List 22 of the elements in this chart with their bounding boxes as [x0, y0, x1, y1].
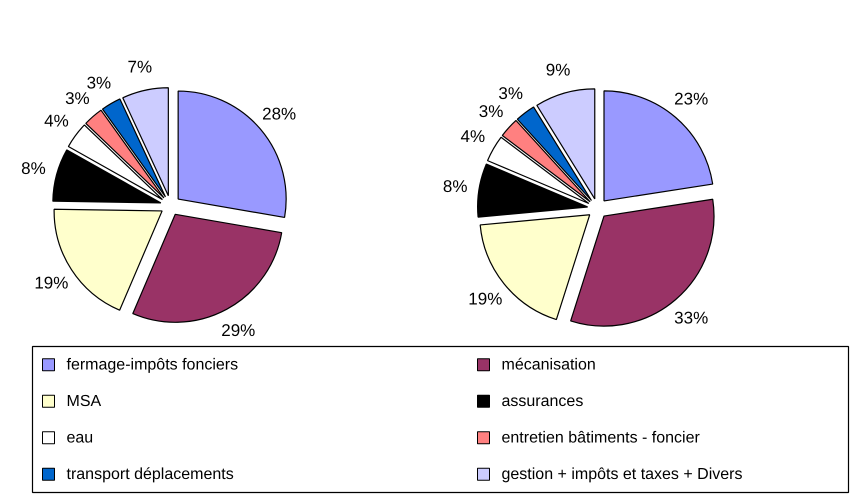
data-label: 4% [460, 127, 486, 146]
legend-label: mécanisation [502, 356, 596, 374]
legend-label: gestion + impôts et taxes + Divers [502, 466, 742, 483]
legend-label: MSA [66, 392, 102, 410]
data-label: 19% [468, 289, 502, 308]
legend-label: transport déplacements [66, 466, 234, 483]
data-label: 4% [44, 111, 69, 130]
data-label: 8% [21, 158, 46, 178]
legend-label: assurances [502, 392, 584, 410]
data-label: 7% [128, 57, 152, 76]
data-label: 3% [478, 102, 504, 121]
legend-label: fermage-impôts fonciers [66, 356, 238, 374]
data-label: 23% [674, 90, 708, 109]
data-label: 33% [674, 308, 708, 328]
legend-label: eau [66, 429, 94, 446]
data-label: 3% [498, 84, 524, 104]
data-label: 9% [546, 60, 570, 80]
data-label: 8% [442, 176, 468, 196]
legend-label: entretien bâtiments - foncier [502, 429, 700, 446]
data-label: 19% [34, 273, 68, 292]
data-label: 28% [262, 104, 296, 124]
data-label: 29% [221, 320, 256, 340]
